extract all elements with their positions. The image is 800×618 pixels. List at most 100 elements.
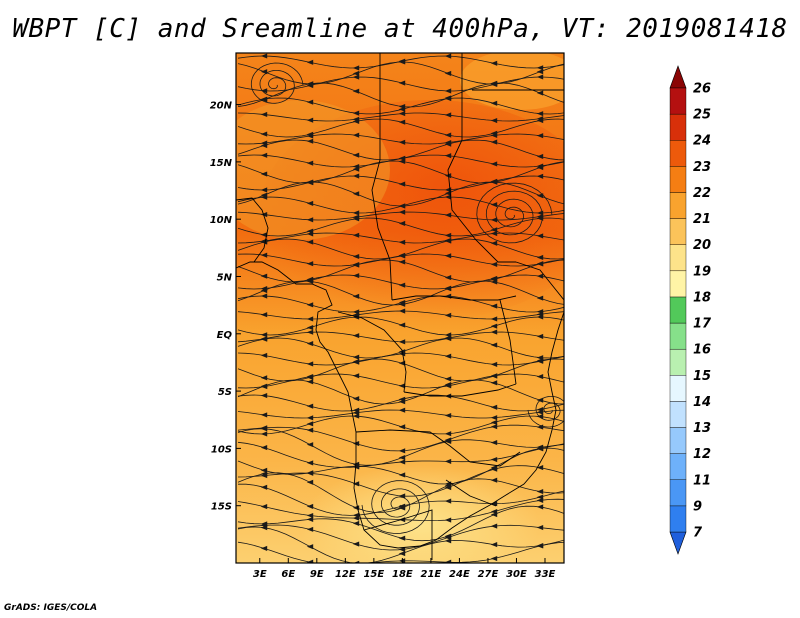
footer-credit: GrADS: IGES/COLA — [4, 603, 98, 613]
streamline-arrow — [260, 392, 268, 399]
streamline-arrow — [490, 424, 498, 430]
streamline-arrow — [306, 138, 314, 144]
streamline-arrow — [352, 293, 360, 299]
streamline-arrow — [398, 139, 406, 145]
streamline-arrow — [398, 80, 406, 86]
colorbar-swatch — [669, 453, 687, 480]
streamline-arrow — [306, 302, 314, 308]
colorbar-label: 23 — [693, 160, 711, 175]
lon-tick-label: 6E — [281, 569, 295, 580]
streamline-arrow — [306, 403, 314, 409]
colorbar-label: 14 — [693, 395, 711, 410]
streamline-arrow — [306, 325, 314, 331]
coastline — [236, 261, 564, 549]
streamline-arrow — [444, 458, 452, 464]
streamline-arrow — [444, 336, 452, 342]
streamline-arrow — [490, 117, 498, 124]
streamline-arrow — [536, 397, 544, 403]
streamline-arrow — [398, 503, 406, 509]
colorbar-swatch — [669, 427, 687, 454]
streamline-arrow — [444, 275, 452, 281]
streamline-arrow — [398, 308, 406, 314]
streamline-arrow — [352, 359, 360, 365]
streamline-arrow — [536, 413, 544, 420]
streamline-arrow — [444, 132, 452, 138]
streamline-arrow — [306, 373, 314, 380]
streamline-arrow — [444, 88, 452, 94]
streamline-arrow — [536, 74, 544, 80]
streamline-arrow — [352, 262, 360, 268]
streamline-arrow — [536, 215, 544, 221]
streamline-arrow — [260, 111, 268, 118]
streamline-arrow — [398, 299, 406, 306]
streamline-arrow — [444, 70, 452, 76]
lon-tick-label: 27E — [478, 569, 499, 580]
streamline-arrow — [490, 303, 498, 309]
streamline-arrow — [490, 261, 498, 267]
streamline-arrow — [398, 493, 406, 499]
streamline-arrow — [352, 65, 360, 71]
streamline-arrow — [306, 231, 314, 237]
streamline-arrow — [352, 118, 360, 124]
streamline-arrow — [352, 253, 360, 260]
colorbar-label: 15 — [693, 369, 711, 384]
streamline-arrow — [444, 538, 452, 544]
map-field — [236, 53, 564, 563]
streamline-arrow — [490, 279, 498, 285]
streamline-arrow — [352, 210, 360, 216]
streamline-arrow — [306, 427, 314, 433]
streamline-arrow — [306, 526, 314, 532]
streamline-arrow — [398, 203, 406, 209]
streamline-arrow — [260, 545, 268, 551]
streamline-arrow — [536, 524, 544, 531]
streamline-arrow — [306, 239, 314, 245]
colorbar-swatch — [669, 505, 687, 533]
colorbar-swatch — [669, 218, 687, 245]
streamline-arrow — [490, 202, 498, 208]
streamline-arrow — [260, 187, 268, 193]
lon-tick-label: 24E — [449, 569, 470, 580]
streamline-arrow — [444, 376, 452, 382]
streamline-arrow — [444, 212, 452, 218]
streamline-arrow — [490, 361, 498, 367]
colorbar-label: 22 — [693, 186, 711, 201]
streamline-arrow — [490, 329, 498, 335]
lat-tick-label: 5N — [217, 272, 233, 283]
colorbar-label: 16 — [693, 343, 711, 358]
streamline-arrow — [536, 111, 544, 117]
streamline-arrow — [490, 227, 498, 233]
streamline-arrow — [398, 181, 406, 187]
streamline-arrow — [490, 477, 498, 483]
streamline-arrow — [444, 238, 452, 244]
streamline-arrow — [490, 404, 498, 410]
streamline-arrow — [398, 448, 406, 454]
streamline-arrow — [490, 80, 498, 86]
streamline — [250, 62, 304, 104]
streamline-arrow — [352, 70, 360, 77]
streamline-arrow — [398, 59, 406, 65]
streamline-arrow — [444, 438, 452, 445]
colorbar-max-triangle — [669, 65, 687, 89]
streamline-arrow — [306, 516, 314, 522]
streamline-arrow — [352, 232, 360, 238]
colorbar-swatch — [669, 322, 687, 350]
streamline-arrow — [536, 254, 544, 260]
border-namibia — [363, 509, 433, 560]
streamline-arrow — [260, 293, 268, 299]
streamline-arrow — [306, 379, 314, 385]
streamline-arrow — [398, 472, 406, 478]
streamline-arrow — [260, 336, 268, 342]
streamline-arrow — [444, 153, 452, 159]
streamline-arrow — [260, 471, 268, 477]
streamline-arrow — [398, 546, 406, 553]
streamline-arrow — [306, 544, 314, 550]
streamline-arrow — [306, 99, 314, 105]
streamline-arrow — [260, 504, 268, 510]
streamline-arrow — [306, 503, 314, 509]
streamline-arrow — [490, 316, 498, 322]
streamline-arrow — [490, 512, 498, 518]
colorbar-swatch — [669, 244, 687, 272]
colorbar-swatch — [669, 166, 687, 193]
border-angola — [355, 429, 521, 467]
